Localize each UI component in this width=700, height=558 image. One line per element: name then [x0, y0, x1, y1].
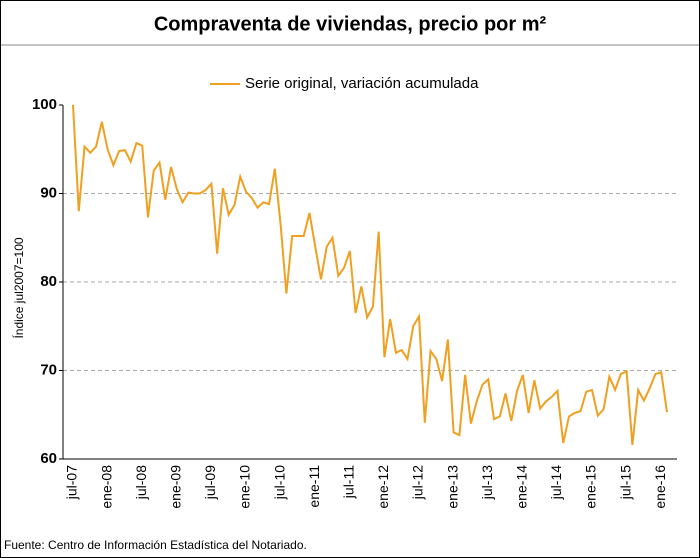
legend-label: Serie original, variación acumulada — [245, 75, 479, 92]
x-tick-label: jul-15 — [617, 465, 633, 500]
x-tick-label: ene-09 — [168, 465, 184, 509]
x-tick-label: ene-14 — [514, 465, 530, 509]
source: Fuente: Centro de Información Estadístic… — [4, 538, 307, 552]
data-line — [72, 104, 668, 445]
x-tick-label: jul-07 — [64, 465, 80, 500]
x-tick-label: ene-08 — [98, 465, 114, 509]
x-tick-label: jul-13 — [479, 465, 495, 500]
x-tick-label: ene-10 — [237, 465, 253, 509]
x-tick-label: ene-15 — [583, 465, 599, 509]
y-axis-label: Índice jul2007=100 — [11, 237, 26, 338]
y-tick-label: 100 — [32, 96, 57, 113]
chart-title: Compraventa de viviendas, precio por m² — [154, 13, 547, 35]
x-tick-label: jul-10 — [271, 465, 287, 500]
y-tick-label: 80 — [40, 273, 57, 290]
y-tick-label: 60 — [40, 450, 57, 467]
x-tick-label: jul-14 — [548, 465, 564, 500]
y-tick-label: 90 — [40, 184, 57, 201]
x-tick-label: ene-13 — [444, 465, 460, 509]
x-tick-label: ene-11 — [306, 465, 322, 508]
x-tick-label: ene-12 — [375, 465, 391, 509]
x-tick-label: ene-16 — [652, 465, 668, 509]
x-tick-label: jul-11 — [341, 465, 357, 499]
x-tick-label: jul-12 — [410, 465, 426, 500]
x-tick-label: jul-08 — [133, 465, 149, 500]
x-tick-label: jul-09 — [202, 465, 218, 500]
y-tick-label: 70 — [40, 361, 57, 378]
